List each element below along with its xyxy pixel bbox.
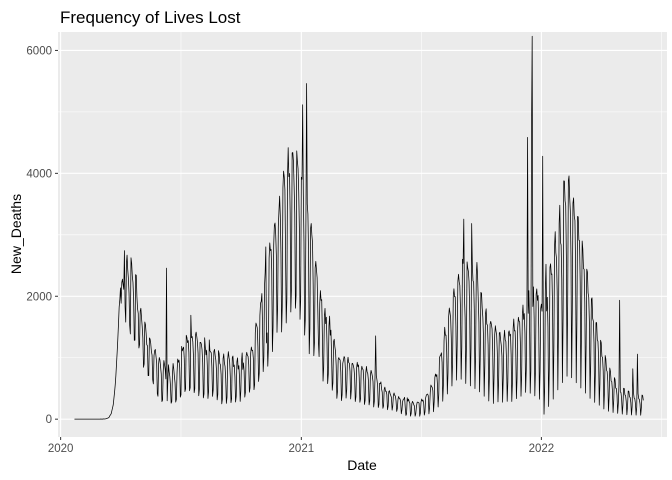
grid-major bbox=[58, 32, 667, 437]
series-line-0 bbox=[74, 35, 644, 420]
plot-panel bbox=[58, 32, 667, 437]
x-axis-title: Date bbox=[347, 457, 377, 473]
x-tick-label: 2021 bbox=[289, 443, 315, 455]
grid-minor bbox=[58, 32, 667, 437]
y-tick-label: 0 bbox=[46, 414, 52, 426]
series-layer bbox=[74, 35, 644, 420]
x-tick-label: 2020 bbox=[48, 443, 74, 455]
y-tick-label: 6000 bbox=[26, 45, 52, 57]
x-axis: 2020 2021 2022 bbox=[48, 437, 554, 455]
y-tick-label: 4000 bbox=[26, 168, 52, 180]
chart-title: Frequency of Lives Lost bbox=[60, 8, 241, 27]
x-tick-label: 2022 bbox=[529, 443, 555, 455]
y-tick-label: 2000 bbox=[26, 291, 52, 303]
y-axis: 0 2000 4000 6000 bbox=[26, 45, 58, 426]
y-axis-title: New_Deaths bbox=[8, 194, 24, 274]
